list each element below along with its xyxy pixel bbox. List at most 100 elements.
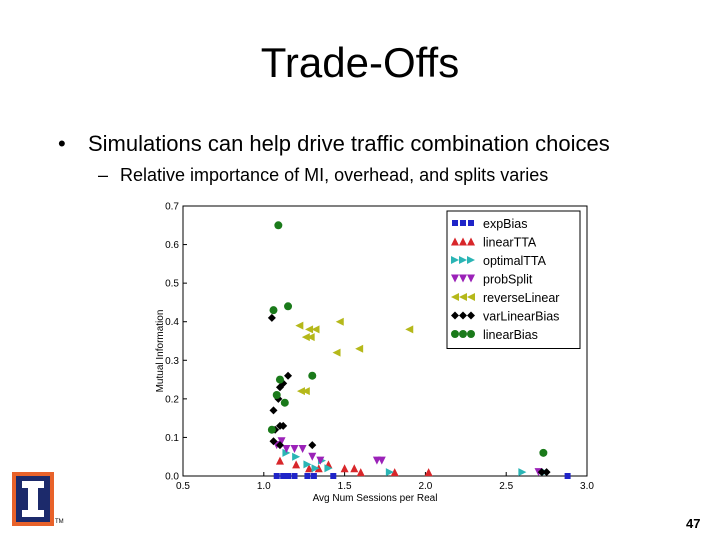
legend-marker-expBias xyxy=(460,220,466,226)
legend-marker-varLinearBias xyxy=(467,311,475,320)
legend-label-reverseLinear: reverseLinear xyxy=(483,291,559,305)
x-tick-label: 0.5 xyxy=(176,481,190,492)
data-point-linearBias xyxy=(539,448,548,457)
y-tick-label: 0.5 xyxy=(165,279,179,290)
data-point-optimalTTA xyxy=(303,460,312,469)
legend-marker-probSplit xyxy=(459,274,467,283)
data-point-linearTTA xyxy=(340,464,349,473)
data-point-expBias xyxy=(285,473,292,479)
y-tick-label: 0.2 xyxy=(165,394,179,405)
legend-marker-linearBias xyxy=(451,330,459,338)
data-point-varLinearBias xyxy=(284,371,293,380)
data-point-probSplit xyxy=(308,452,317,461)
data-point-reverseLinear xyxy=(296,387,305,396)
data-point-varLinearBias xyxy=(308,441,317,450)
legend-label-linearTTA: linearTTA xyxy=(483,236,537,250)
x-tick-label: 2.5 xyxy=(499,481,513,492)
data-point-expBias xyxy=(273,473,280,479)
data-point-optimalTTA xyxy=(518,468,527,477)
data-point-varLinearBias xyxy=(542,468,551,477)
bullet-1-text: Simulations can help drive traffic combi… xyxy=(88,131,610,156)
data-point-reverseLinear xyxy=(301,333,310,342)
y-tick-label: 0.4 xyxy=(165,317,179,328)
legend-marker-linearTTA xyxy=(459,237,467,246)
data-point-reverseLinear xyxy=(301,387,310,396)
data-point-optimalTTA xyxy=(311,464,320,473)
data-point-linearBias xyxy=(284,302,293,311)
bullet-dash: – xyxy=(98,165,109,185)
legend-marker-optimalTTA xyxy=(451,256,459,264)
data-point-expBias xyxy=(564,473,571,479)
data-point-reverseLinear xyxy=(405,325,414,334)
x-tick-label: 1.5 xyxy=(338,481,352,492)
data-point-linearBias xyxy=(275,375,284,384)
legend-marker-expBias xyxy=(468,220,474,226)
data-point-varLinearBias xyxy=(275,441,284,450)
legend-marker-expBias xyxy=(452,220,458,226)
data-point-linearTTA xyxy=(356,468,365,477)
legend-box xyxy=(446,210,581,349)
data-point-probSplit xyxy=(282,445,291,453)
data-point-varLinearBias xyxy=(537,468,546,477)
data-point-linearTTA xyxy=(390,468,399,477)
data-point-reverseLinear xyxy=(335,317,344,326)
legend-marker-optimalTTA xyxy=(459,256,467,264)
data-point-linearBias xyxy=(269,306,278,315)
data-point-probSplit xyxy=(377,456,386,465)
data-point-probSplit xyxy=(298,445,307,453)
data-point-linearTTA xyxy=(305,464,314,473)
legend-marker-linearBias xyxy=(459,330,467,338)
data-point-reverseLinear xyxy=(355,344,364,353)
legend-label-probSplit: probSplit xyxy=(483,273,533,287)
legend-marker-reverseLinear xyxy=(459,293,467,301)
data-point-optimalTTA xyxy=(385,468,394,477)
x-tick-label: 2.0 xyxy=(418,481,432,492)
y-tick-label: 0.7 xyxy=(165,202,179,213)
legend-marker-linearTTA xyxy=(451,237,459,246)
trademark-mark: TM xyxy=(55,519,64,525)
x-tick-label: 3.0 xyxy=(580,481,594,492)
data-point-linearTTA xyxy=(424,468,433,477)
data-point-reverseLinear xyxy=(332,348,341,357)
legend-marker-linearTTA xyxy=(467,237,475,246)
legend-marker-linearBias xyxy=(467,330,475,338)
data-point-linearTTA xyxy=(292,460,301,469)
data-point-probSplit xyxy=(277,437,286,446)
data-point-linearTTA xyxy=(350,464,359,473)
x-axis-label: Avg Num Sessions per Real xyxy=(313,493,438,504)
slide-title: Trade-Offs xyxy=(260,39,460,86)
data-point-varLinearBias xyxy=(279,421,288,430)
data-point-expBias xyxy=(330,473,337,479)
legend-marker-reverseLinear xyxy=(467,293,475,301)
data-point-reverseLinear xyxy=(305,325,314,334)
data-point-probSplit xyxy=(316,456,325,465)
legend-marker-varLinearBias xyxy=(459,311,467,320)
data-point-expBias xyxy=(310,473,317,479)
y-tick-label: 0.6 xyxy=(165,240,179,251)
bullet-2-text: Relative importance of MI, overhead, and… xyxy=(120,165,549,185)
data-point-optimalTTA xyxy=(292,452,301,461)
legend-label-linearBias: linearBias xyxy=(483,328,538,342)
legend-label-optimalTTA: optimalTTA xyxy=(483,254,547,268)
bullet-level-2: – Relative importance of MI, overhead, an… xyxy=(98,164,548,186)
data-point-reverseLinear xyxy=(311,325,320,334)
data-point-linearBias xyxy=(280,398,289,407)
data-point-probSplit xyxy=(290,445,299,453)
data-point-linearBias xyxy=(272,391,281,399)
data-point-varLinearBias xyxy=(274,394,283,403)
data-point-varLinearBias xyxy=(269,437,278,446)
x-tick-label: 1.0 xyxy=(257,481,271,492)
data-point-expBias xyxy=(304,473,311,479)
university-block-i-icon xyxy=(12,472,54,526)
data-point-varLinearBias xyxy=(267,313,276,322)
data-point-varLinearBias xyxy=(269,406,278,415)
legend-marker-varLinearBias xyxy=(451,311,459,320)
legend-marker-optimalTTA xyxy=(467,256,475,264)
legend-label-expBias: expBias xyxy=(483,217,527,231)
data-point-linearBias xyxy=(308,371,317,380)
data-point-reverseLinear xyxy=(306,333,315,342)
data-point-linearBias xyxy=(274,221,283,230)
data-point-expBias xyxy=(280,473,287,479)
data-point-reverseLinear xyxy=(295,321,304,330)
page-number: 47 xyxy=(686,516,701,531)
